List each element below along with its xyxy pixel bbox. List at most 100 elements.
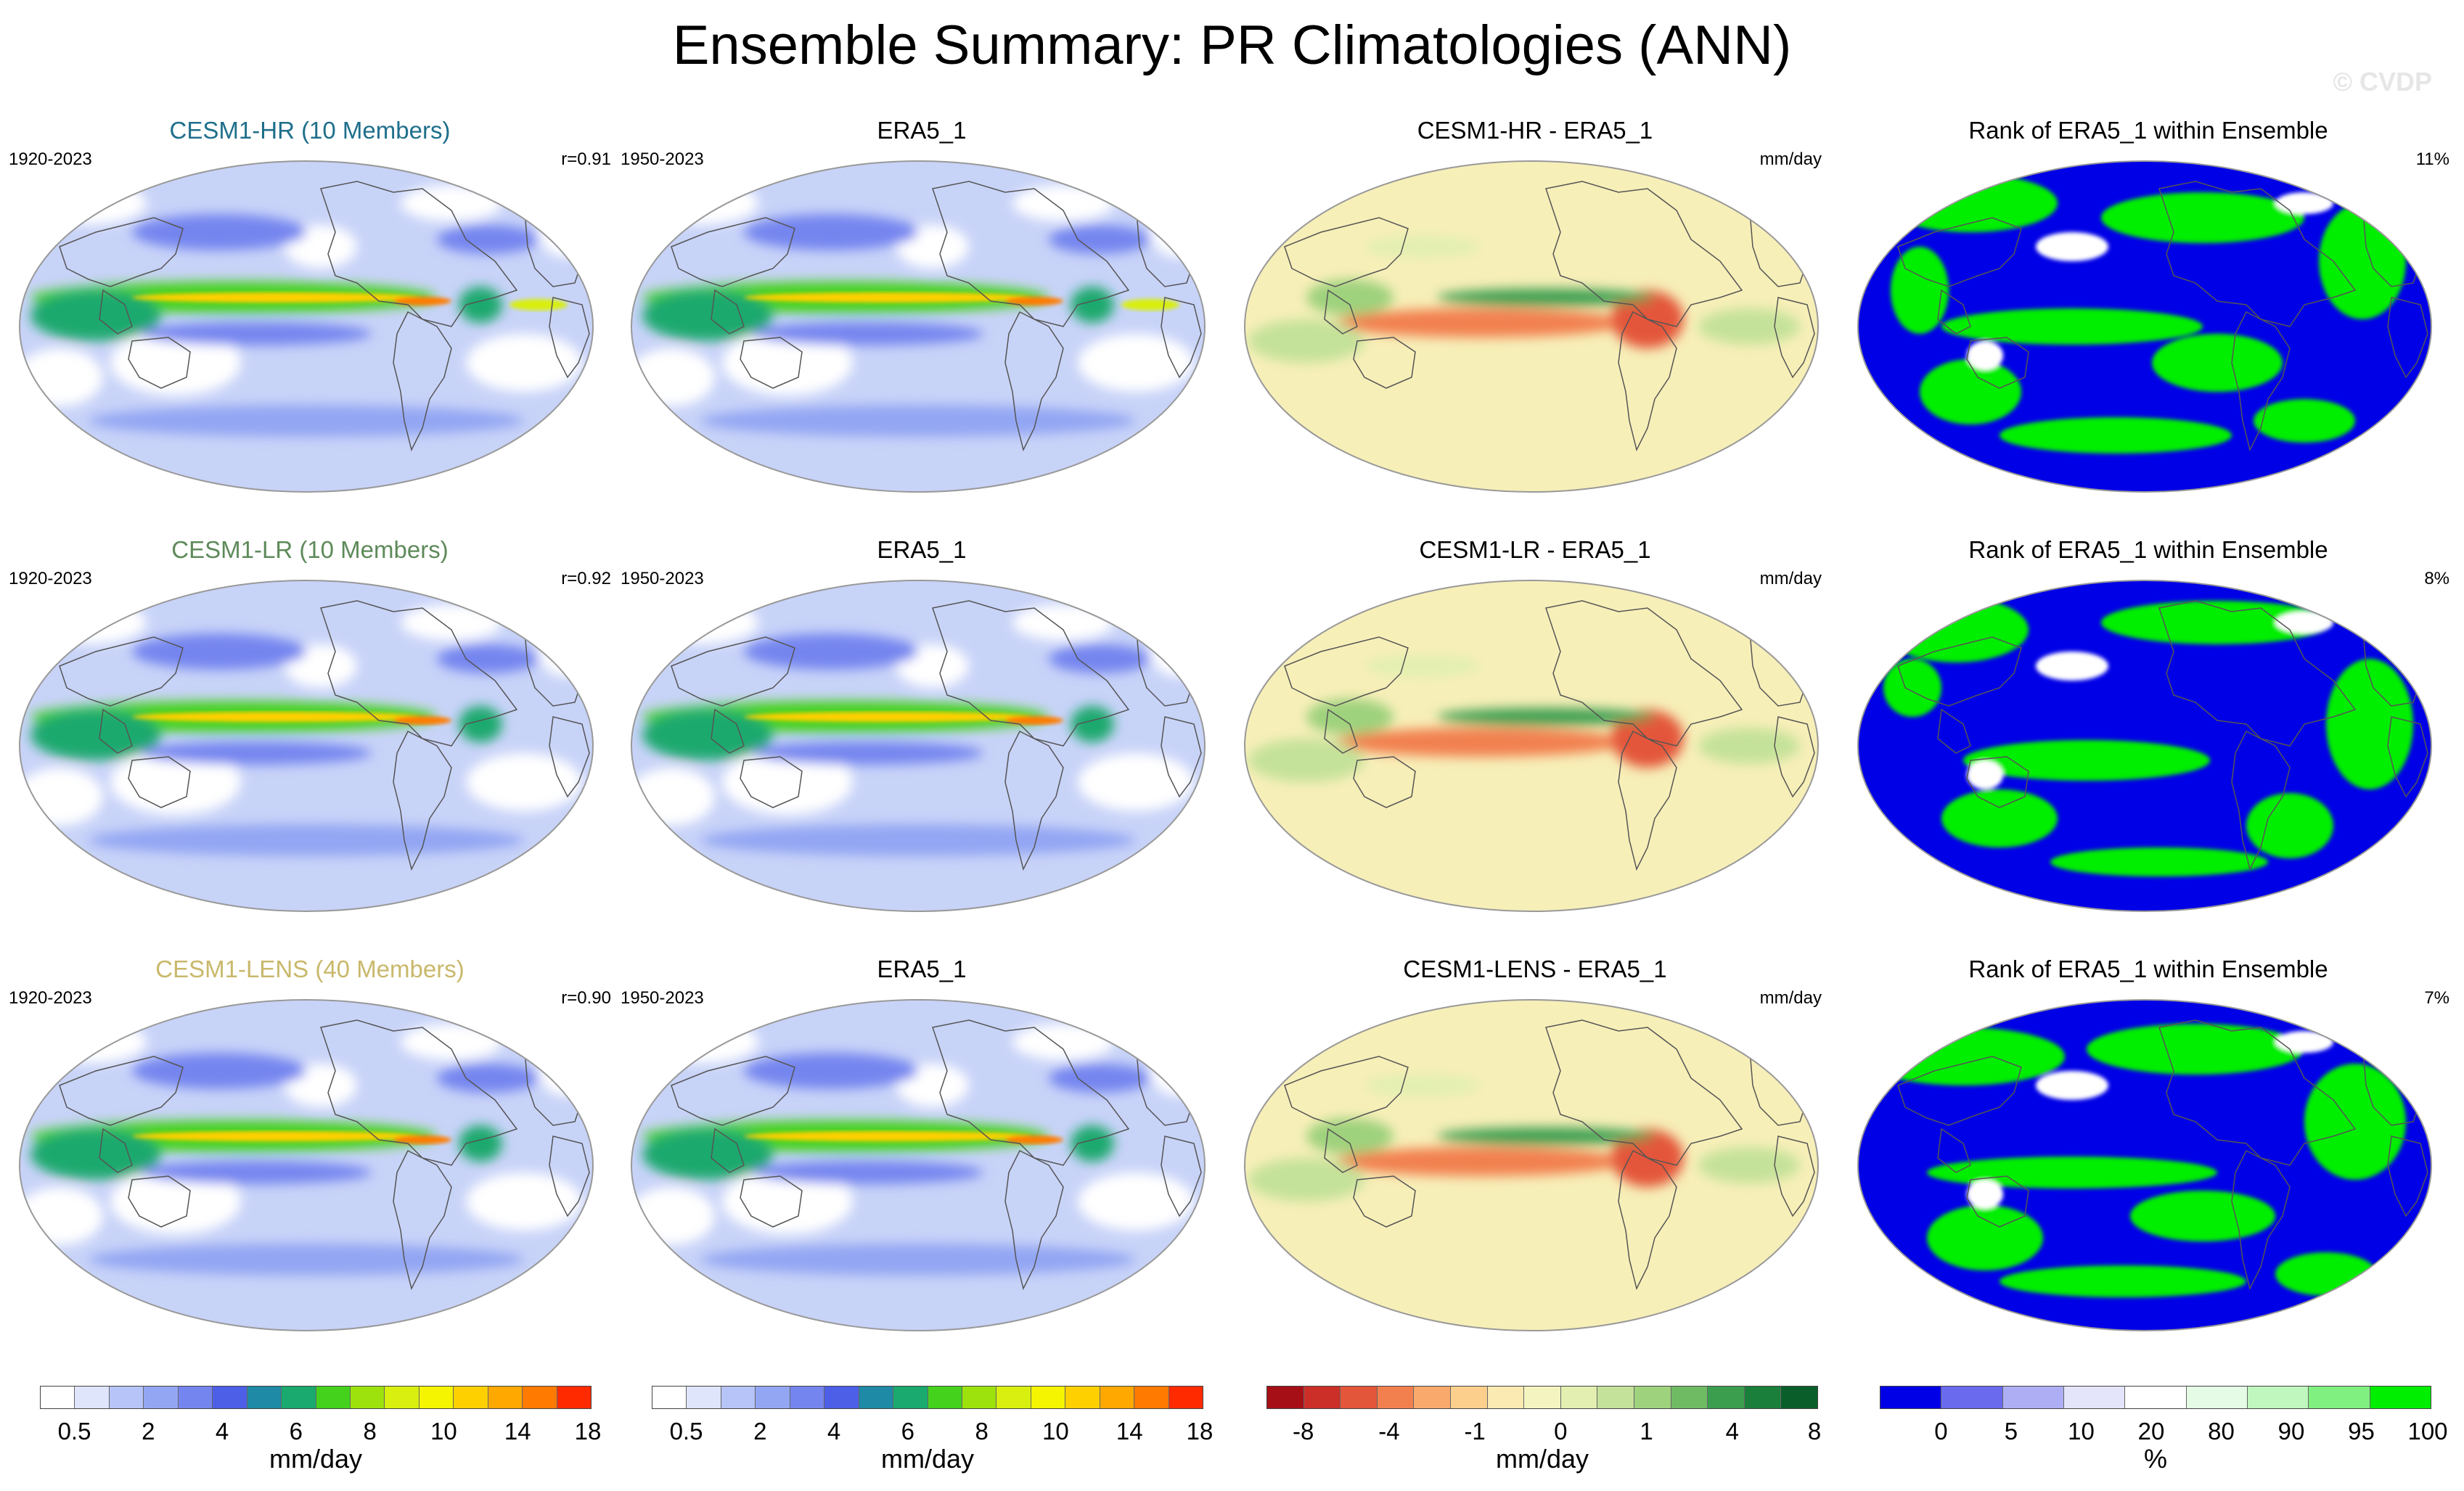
panel-rank-row2: Rank of ERA5_1 within Ensemble 8% — [1847, 535, 2449, 949]
colorbar-tick-label: 20 — [2137, 1418, 2165, 1445]
panel-rank-row1: Rank of ERA5_1 within Ensemble 11% — [1847, 116, 2449, 530]
colorbar-tick-label: -8 — [1292, 1418, 1314, 1445]
map-outline — [1244, 580, 1819, 912]
colorbar-swatch — [1708, 1387, 1745, 1408]
colorbar-4: 0 5 10 20 80 90 95 100% — [1880, 1386, 2448, 1480]
colorbar-tick-label: 90 — [2277, 1418, 2305, 1445]
colorbar-swatches — [1880, 1386, 2431, 1409]
colorbar-tick-label: 6 — [289, 1418, 303, 1445]
colorbar-swatch — [144, 1387, 179, 1408]
colorbar-tick-label: 95 — [2348, 1418, 2375, 1445]
colorbar-swatch — [75, 1387, 110, 1408]
units-label: mm/day — [1759, 988, 1822, 1008]
diff-map — [1244, 580, 1819, 912]
correlation-label: r=0.92 — [561, 569, 611, 588]
panel-rank-row3: Rank of ERA5_1 within Ensemble 7% — [1847, 955, 2449, 1368]
colorbar-tick-label: 2 — [142, 1418, 155, 1445]
panel-title: CESM1-LENS - ERA5_1 — [1403, 956, 1667, 982]
rank-map — [1857, 999, 2432, 1331]
panel-title: Rank of ERA5_1 within Ensemble — [1968, 117, 2328, 144]
panel-title: CESM1-LR - ERA5_1 — [1419, 536, 1651, 563]
panel-title: CESM1-HR - ERA5_1 — [1417, 117, 1653, 144]
colorbar-swatch — [1634, 1387, 1671, 1408]
colorbar-tick-label: 18 — [574, 1418, 602, 1445]
colorbar-swatch — [790, 1387, 825, 1408]
colorbar-swatch — [454, 1387, 488, 1408]
map-outline — [631, 160, 1206, 493]
panel-model-row1: CESM1-HR (10 Members) 1920-2023 r=0.91 — [9, 116, 611, 530]
colorbar-swatch — [316, 1387, 351, 1408]
map-outline — [1244, 160, 1819, 493]
colorbar-tick-label: 10 — [1042, 1418, 1069, 1445]
period-label: 1950-2023 — [621, 149, 704, 169]
period-label: 1950-2023 — [621, 988, 704, 1008]
colorbar-tick-label: 6 — [901, 1418, 915, 1445]
map-outline — [1857, 160, 2432, 493]
map-outline — [19, 160, 594, 493]
precip-map — [19, 160, 594, 493]
period-label: 1920-2023 — [9, 149, 92, 169]
colorbar-swatch — [2002, 1387, 2064, 1408]
colorbar-tick-label: 0.5 — [57, 1418, 91, 1445]
colorbar-swatch — [178, 1387, 213, 1408]
colorbar-swatch — [2247, 1387, 2309, 1408]
colorbar-swatch — [1414, 1387, 1451, 1408]
colorbar-swatch — [1487, 1387, 1525, 1408]
colorbar-swatch — [721, 1387, 756, 1408]
cvdp-watermark: © CVDP — [2333, 67, 2432, 96]
colorbar-swatch — [419, 1387, 454, 1408]
colorbar-swatch — [41, 1387, 75, 1408]
colorbar-swatch — [1134, 1387, 1169, 1408]
correlation-label: r=0.91 — [561, 149, 611, 169]
colorbar-2: 0.5 2 4 6 8 10 14 18 mm/day — [652, 1386, 1213, 1480]
colorbar-units: mm/day — [1495, 1444, 1589, 1474]
map-outline — [1857, 999, 2432, 1331]
colorbar-tick-label: 5 — [2004, 1418, 2018, 1445]
colorbar-tick-label: 4 — [1725, 1418, 1739, 1445]
panel-model-row3: CESM1-LENS (40 Members) 1920-2023 r=0.90 — [9, 955, 611, 1368]
panel-diff-row2: CESM1-LR - ERA5_1 mm/day — [1234, 535, 1836, 949]
colorbar-swatch — [893, 1387, 928, 1408]
colorbar-swatch — [1524, 1387, 1561, 1408]
colorbar-swatch — [557, 1387, 591, 1408]
colorbar-swatch — [1597, 1387, 1634, 1408]
precip-map — [19, 580, 594, 912]
colorbar-tick-label: 4 — [215, 1418, 229, 1445]
colorbar-swatch — [824, 1387, 859, 1408]
colorbar-tick-label: 8 — [975, 1418, 989, 1445]
colorbar-swatch — [1341, 1387, 1378, 1408]
rank-map — [1857, 160, 2432, 493]
panel-obs-row1: ERA5_1 1950-2023 — [621, 116, 1223, 530]
colorbar-swatch — [756, 1387, 790, 1408]
rank-percent-label: 8% — [2424, 569, 2449, 588]
panel-title: CESM1-LR (10 Members) — [171, 536, 449, 563]
colorbar-tick-label: 80 — [2208, 1418, 2235, 1445]
panel-title: ERA5_1 — [877, 536, 967, 563]
panel-diff-row3: CESM1-LENS - ERA5_1 mm/day — [1234, 955, 1836, 1368]
period-label: 1920-2023 — [9, 988, 92, 1008]
panel-obs-row3: ERA5_1 1950-2023 — [621, 955, 1223, 1368]
colorbar-tick-label: 1 — [1640, 1418, 1653, 1445]
period-label: 1950-2023 — [621, 569, 704, 588]
colorbar-swatch — [1560, 1387, 1598, 1408]
colorbar-swatch — [1377, 1387, 1415, 1408]
colorbar-units: mm/day — [269, 1444, 363, 1474]
panel-title: CESM1-HR (10 Members) — [169, 117, 451, 144]
figure-title: Ensemble Summary: PR Climatologies (ANN) — [672, 15, 1792, 76]
panel-model-row2: CESM1-LR (10 Members) 1920-2023 r=0.92 — [9, 535, 611, 949]
colorbar-3: -8 -4 -1 0 1 4 8 mm/day — [1266, 1386, 1821, 1480]
colorbar-swatch — [1065, 1387, 1100, 1408]
colorbar-swatch — [996, 1387, 1031, 1408]
colorbar-swatch — [1168, 1387, 1203, 1408]
map-outline — [631, 580, 1206, 912]
precip-map — [631, 580, 1206, 912]
diff-map — [1244, 999, 1819, 1331]
panel-diff-row1: CESM1-HR - ERA5_1 mm/day — [1234, 116, 1836, 530]
colorbar-tick-label: 8 — [363, 1418, 377, 1445]
panel-title: Rank of ERA5_1 within Ensemble — [1968, 956, 2328, 982]
colorbar-swatch — [488, 1387, 523, 1408]
panel-title: Rank of ERA5_1 within Ensemble — [1968, 536, 2328, 563]
colorbar-swatch — [1941, 1387, 2003, 1408]
precip-map — [631, 160, 1206, 493]
map-outline — [19, 580, 594, 912]
